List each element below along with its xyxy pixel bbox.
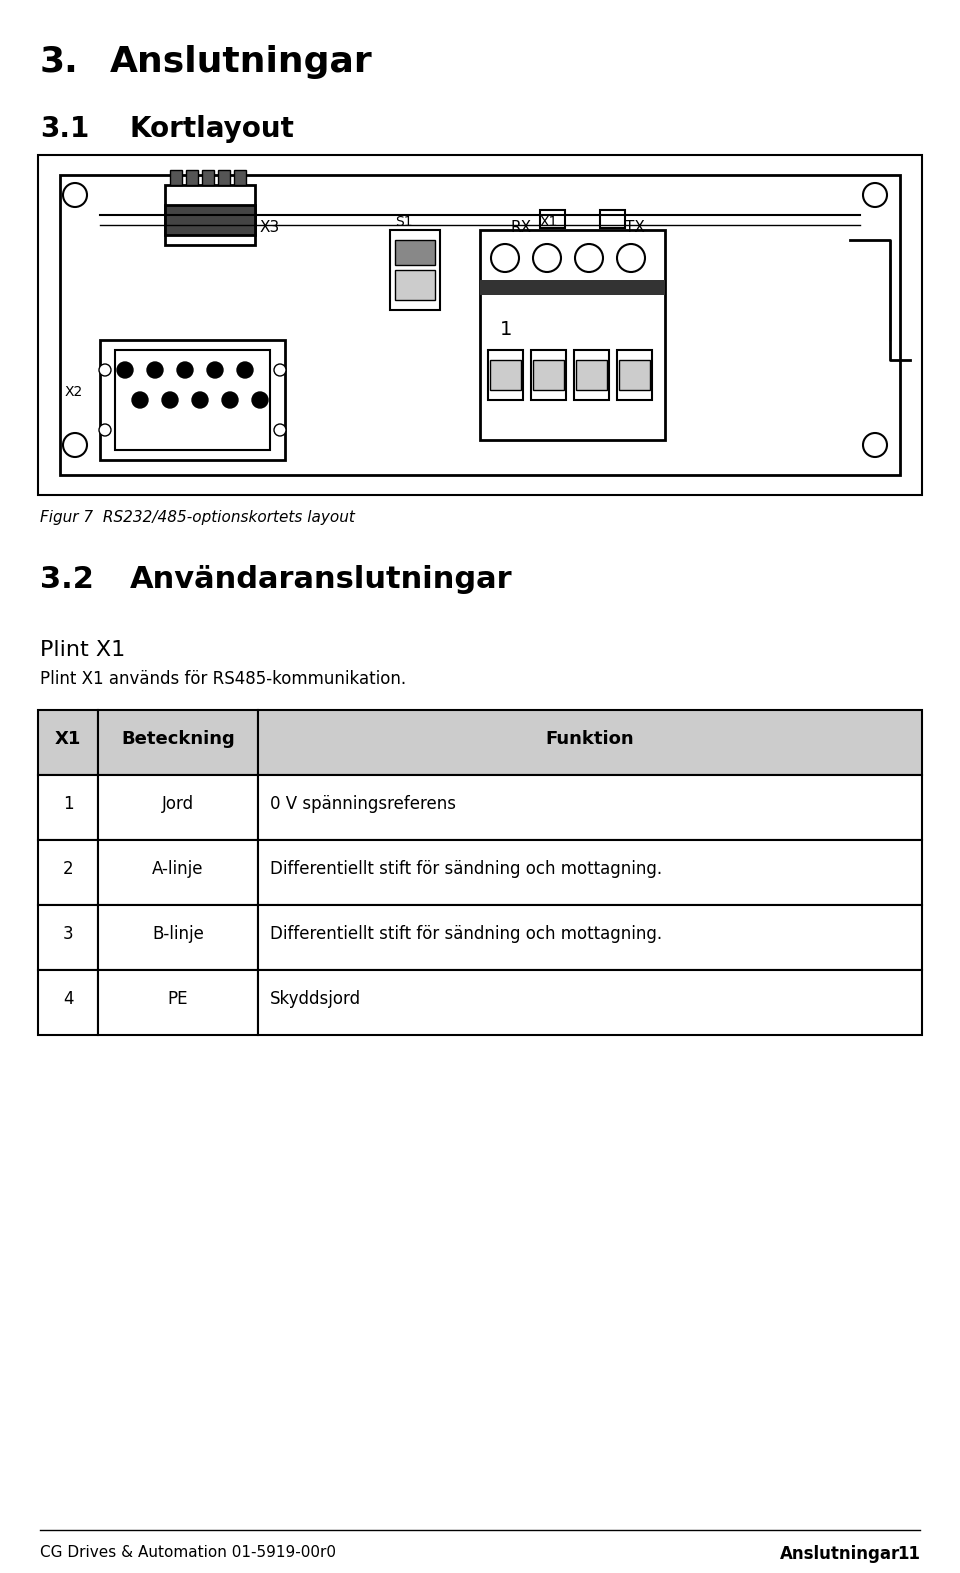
Circle shape xyxy=(533,244,561,272)
Circle shape xyxy=(99,425,111,436)
Text: A-linje: A-linje xyxy=(153,860,204,878)
Text: Användaranslutningar: Användaranslutningar xyxy=(130,565,513,595)
Circle shape xyxy=(863,433,887,458)
Text: Kortlayout: Kortlayout xyxy=(130,115,295,143)
Text: 3.: 3. xyxy=(40,46,79,79)
Circle shape xyxy=(207,362,223,378)
Circle shape xyxy=(222,392,238,407)
Text: 1: 1 xyxy=(500,319,513,340)
Bar xyxy=(533,360,564,390)
Text: X1: X1 xyxy=(55,730,82,749)
Circle shape xyxy=(192,392,208,407)
Bar xyxy=(600,211,625,228)
Bar xyxy=(60,175,900,475)
Bar xyxy=(619,360,650,390)
Text: CG Drives & Automation 01-5919-00r0: CG Drives & Automation 01-5919-00r0 xyxy=(40,1545,336,1560)
Text: X3: X3 xyxy=(260,220,280,234)
Bar xyxy=(38,971,98,1035)
Bar xyxy=(170,170,182,186)
Circle shape xyxy=(491,244,519,272)
Bar xyxy=(38,775,98,840)
Bar xyxy=(395,241,435,264)
Circle shape xyxy=(617,244,645,272)
Text: 3.1: 3.1 xyxy=(40,115,89,143)
Bar xyxy=(576,360,607,390)
Bar xyxy=(531,351,566,400)
Text: Figur 7  RS232/485-optionskortets layout: Figur 7 RS232/485-optionskortets layout xyxy=(40,510,355,525)
Circle shape xyxy=(575,244,603,272)
Text: 0 V spänningsreferens: 0 V spänningsreferens xyxy=(270,794,456,813)
Circle shape xyxy=(132,392,148,407)
Bar xyxy=(202,170,214,186)
Text: PE: PE xyxy=(168,989,188,1008)
Bar xyxy=(38,904,98,971)
Text: 3.2: 3.2 xyxy=(40,565,94,595)
Bar xyxy=(395,271,435,300)
Bar xyxy=(574,351,609,400)
Text: X2: X2 xyxy=(65,385,84,400)
Circle shape xyxy=(162,392,178,407)
Circle shape xyxy=(147,362,163,378)
Text: B-linje: B-linje xyxy=(152,925,204,942)
Circle shape xyxy=(99,363,111,376)
Text: S1: S1 xyxy=(395,216,413,230)
Text: Skyddsjord: Skyddsjord xyxy=(270,989,361,1008)
Bar xyxy=(98,971,258,1035)
Text: Anslutningar: Anslutningar xyxy=(110,46,372,79)
Bar xyxy=(390,230,440,310)
Bar xyxy=(258,904,922,971)
Bar xyxy=(218,170,230,186)
Text: TX: TX xyxy=(625,220,645,234)
Bar xyxy=(490,360,521,390)
Text: RX: RX xyxy=(510,220,531,234)
Circle shape xyxy=(117,362,133,378)
Text: Beteckning: Beteckning xyxy=(121,730,235,749)
Text: 11: 11 xyxy=(897,1545,920,1564)
Bar xyxy=(234,170,246,186)
Bar xyxy=(115,351,270,450)
Circle shape xyxy=(252,392,268,407)
Text: Funktion: Funktion xyxy=(545,730,635,749)
Bar xyxy=(165,186,255,245)
Text: Anslutningar: Anslutningar xyxy=(780,1545,900,1564)
Bar xyxy=(540,211,565,228)
Bar xyxy=(617,351,652,400)
Bar xyxy=(258,971,922,1035)
Bar xyxy=(480,280,665,296)
Circle shape xyxy=(63,182,87,208)
Text: Plint X1 används för RS485-kommunikation.: Plint X1 används för RS485-kommunikation… xyxy=(40,670,406,687)
Text: Jord: Jord xyxy=(162,794,194,813)
Bar xyxy=(258,840,922,904)
Circle shape xyxy=(863,182,887,208)
Text: Differentiellt stift för sändning och mottagning.: Differentiellt stift för sändning och mo… xyxy=(270,860,662,878)
Bar xyxy=(258,775,922,840)
Circle shape xyxy=(63,433,87,458)
Text: 1: 1 xyxy=(62,794,73,813)
Bar xyxy=(98,840,258,904)
Bar xyxy=(480,230,665,440)
Text: Differentiellt stift för sändning och mottagning.: Differentiellt stift för sändning och mo… xyxy=(270,925,662,942)
Bar xyxy=(38,709,98,775)
Text: 3: 3 xyxy=(62,925,73,942)
Text: 2: 2 xyxy=(62,860,73,878)
Bar xyxy=(488,351,523,400)
Bar xyxy=(38,156,922,495)
Bar xyxy=(186,170,198,186)
Bar xyxy=(100,340,285,459)
Text: X1: X1 xyxy=(540,216,559,230)
Bar xyxy=(165,204,255,234)
Circle shape xyxy=(177,362,193,378)
Text: 4: 4 xyxy=(62,989,73,1008)
Bar xyxy=(98,775,258,840)
Bar xyxy=(258,709,922,775)
Bar xyxy=(98,709,258,775)
Text: Plint X1: Plint X1 xyxy=(40,640,125,661)
Bar xyxy=(38,840,98,904)
Circle shape xyxy=(274,425,286,436)
Bar xyxy=(98,904,258,971)
Circle shape xyxy=(237,362,253,378)
Circle shape xyxy=(274,363,286,376)
